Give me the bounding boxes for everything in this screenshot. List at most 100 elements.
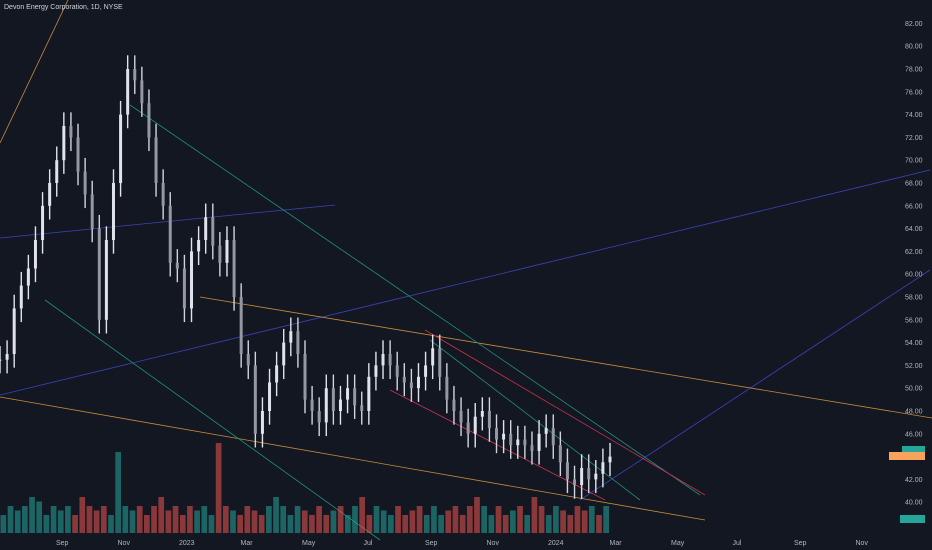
trendline-red-lower xyxy=(389,389,606,501)
volume-bar xyxy=(258,515,265,533)
price-bar-body xyxy=(565,462,569,480)
price-bar-body xyxy=(388,354,392,366)
price-label-orange xyxy=(889,452,925,460)
volume-bar xyxy=(129,510,136,533)
price-bar-body xyxy=(119,114,123,183)
volume-bar xyxy=(395,506,401,533)
volume-bar xyxy=(230,510,236,533)
price-axis[interactable]: 82.00 80.00 78.00 76.00 74.00 72.00 70.00 68.00… xyxy=(905,21,923,507)
trendline-teal-lower xyxy=(44,299,381,541)
price-bar-body xyxy=(246,354,250,366)
volume-bar xyxy=(596,515,602,533)
price-bar-body xyxy=(48,183,52,206)
volume-bar xyxy=(531,497,538,533)
volume-bar xyxy=(273,497,279,533)
x-tick-label: 2024 xyxy=(548,540,564,547)
y-tick-label: 80.00 xyxy=(905,44,923,51)
price-bar-body xyxy=(317,411,321,423)
price-bar-body xyxy=(573,479,577,486)
price-bar-body xyxy=(530,445,534,451)
price-bar-body xyxy=(69,126,73,138)
price-bar-body xyxy=(374,365,378,377)
volume-bar xyxy=(43,515,50,533)
trendline-orange-steep xyxy=(0,0,69,144)
volume-bar xyxy=(452,506,459,533)
price-bar-body xyxy=(480,411,484,417)
y-tick-label: 78.00 xyxy=(905,67,923,74)
x-tick-label: Sep xyxy=(56,540,69,547)
x-tick-label: May xyxy=(302,540,316,547)
volume-bar xyxy=(553,506,559,533)
volume-bar xyxy=(316,506,322,533)
y-tick-label: 42.00 xyxy=(905,477,923,484)
price-bar-body xyxy=(438,348,442,377)
price-bar-body xyxy=(126,69,130,115)
volume-bar xyxy=(251,510,258,533)
price-bar-body xyxy=(459,411,463,423)
y-tick-label: 58.00 xyxy=(905,295,923,302)
trendline-blue-channel-lower xyxy=(579,269,931,501)
price-bar-body xyxy=(587,468,591,480)
volume-bar xyxy=(115,452,121,533)
y-tick-label: 66.00 xyxy=(905,203,923,210)
price-bar-body xyxy=(523,439,527,446)
price-bar-body xyxy=(204,217,208,240)
y-tick-label: 56.00 xyxy=(905,317,923,324)
price-bar-body xyxy=(5,354,9,360)
price-bar-body xyxy=(608,456,612,463)
volume-bar xyxy=(431,506,437,533)
x-tick-label: Nov xyxy=(118,540,131,547)
chart-title: Devon Energy Corporation, 1D, NYSE xyxy=(4,4,123,11)
volume-bar xyxy=(380,510,387,533)
price-bar-body xyxy=(509,433,513,446)
volume-bar xyxy=(194,510,200,533)
volume-bar xyxy=(222,506,229,533)
volume-bar xyxy=(294,506,301,533)
y-tick-label: 64.00 xyxy=(905,226,923,233)
volume-bar xyxy=(423,515,430,533)
price-bar-body xyxy=(473,416,477,434)
volume-bar xyxy=(366,515,373,533)
y-tick-label: 70.00 xyxy=(905,158,923,165)
trendline-blue-upper-left xyxy=(0,204,336,239)
volume-bar xyxy=(187,506,193,533)
price-bar-body xyxy=(544,428,548,434)
price-bar-body xyxy=(416,376,420,389)
price-bar-body xyxy=(232,240,236,297)
y-tick-label: 46.00 xyxy=(905,431,923,438)
price-bar-body xyxy=(338,399,342,411)
volume-bar xyxy=(545,515,552,533)
volume-bar xyxy=(409,510,416,533)
x-tick-label: Sep xyxy=(794,540,807,547)
volume-bar xyxy=(445,510,452,533)
price-bar-body xyxy=(502,433,506,440)
time-axis[interactable]: Sep Nov 2023 Mar May Jul Sep Nov 2024 Mar May Jul Se… xyxy=(56,540,868,547)
volume-bar xyxy=(93,510,100,533)
volume-bar xyxy=(495,506,502,533)
y-tick-label: 82.00 xyxy=(905,21,923,28)
volume-bar xyxy=(323,515,330,533)
x-tick-label: Jul xyxy=(364,540,373,547)
volume-bar xyxy=(72,515,78,533)
volume-bar xyxy=(373,506,380,533)
volume-bar xyxy=(524,515,531,533)
trendline-red-upper xyxy=(424,329,706,496)
y-tick-label: 50.00 xyxy=(905,386,923,393)
price-bar-body xyxy=(168,205,172,263)
price-bar-body xyxy=(268,382,272,411)
volume-bar xyxy=(237,515,243,533)
price-bar-body xyxy=(516,439,520,446)
y-tick-label: 40.00 xyxy=(905,500,923,507)
volume-bar xyxy=(560,510,566,533)
volume-bar xyxy=(65,506,71,533)
volume-bar xyxy=(50,506,57,533)
price-bar-body xyxy=(594,473,598,480)
price-bar-body xyxy=(282,342,286,366)
x-tick-label: May xyxy=(671,540,685,547)
volume-bar xyxy=(172,506,179,533)
volume-bar xyxy=(29,497,35,533)
volume-bar xyxy=(165,510,172,533)
price-bar-body xyxy=(487,411,491,429)
